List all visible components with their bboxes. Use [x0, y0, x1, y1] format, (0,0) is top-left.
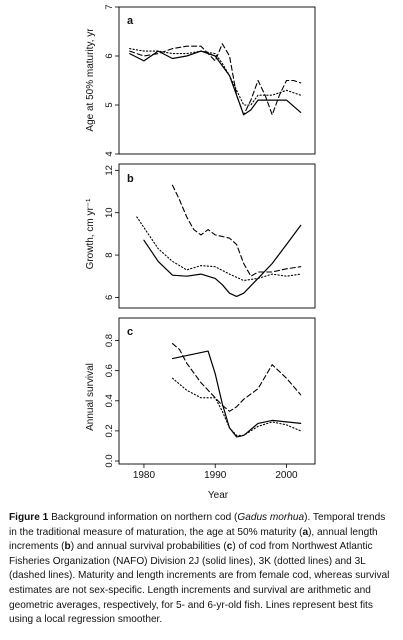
panel-c-ylabel: Annual survival [85, 363, 96, 431]
x-axis-title: Year [208, 490, 229, 500]
axes-layer: 4 5 6 7 6 8 10 12 0.0 0.2 0.4 0.6 0.8 1980 1990 2000 [104, 4, 298, 481]
panel-b-series-2j-solid [143, 224, 302, 297]
caption-ref-c: c [226, 541, 233, 553]
panel-a-ytick-label: 6 [104, 53, 115, 58]
caption-text-5: ) of cod from Northwest Atlantic Fisheri… [9, 541, 390, 626]
panel-c-ytick-label: 0.2 [104, 424, 115, 437]
caption-ref-b: b [64, 541, 71, 553]
panel-c-series-2j-solid [171, 350, 302, 438]
caption-species: Gadus morhua [237, 512, 305, 523]
panel-c-series-3k-dotted [171, 377, 302, 436]
panel-a-series-2j-solid [129, 50, 302, 116]
x-tick-label: 1980 [133, 470, 156, 481]
figure-caption: Figure 1 Background information on north… [9, 511, 395, 628]
caption-text-4: ) and annual survival probabilities ( [70, 541, 227, 553]
panel-a-ytick-label: 4 [104, 151, 115, 156]
panel-a-ytick-label: 7 [104, 4, 115, 9]
panel-a-letter: a [127, 15, 134, 27]
series-layer [129, 43, 302, 438]
panel-b-letter: b [127, 173, 134, 185]
panel-a-frame [118, 6, 316, 155]
panel-a-ylabel: Age at 50% maturity, yr [85, 28, 96, 132]
x-tick-label: 1990 [204, 470, 227, 481]
panel-b-ytick-label: 8 [104, 252, 115, 257]
panel-b-frame [118, 163, 316, 309]
panel-c-ytick-label: 0.6 [104, 364, 115, 377]
panel-c-series-3l-dashed [171, 343, 302, 412]
panel-b-series-3k-dotted [136, 216, 302, 282]
panel-c-frame [118, 317, 316, 465]
panel-c-ytick-label: 0.4 [104, 394, 115, 407]
panel-b-ytick-label: 12 [104, 165, 115, 176]
panel-a-series-3l-dashed [129, 43, 302, 116]
panel-b-ytick-label: 6 [104, 295, 115, 300]
x-tick-label: 2000 [275, 470, 298, 481]
panel-a-series-3k-dotted [129, 48, 302, 106]
panel-a-ytick-label: 5 [104, 102, 115, 107]
figure-panels: a b c Age at 50% maturity, yr Growth, cm… [85, 4, 316, 500]
caption-text-1: Background information on northern cod ( [51, 512, 238, 523]
panel-c-letter: c [127, 326, 133, 338]
caption-label: Figure 1 [9, 512, 49, 523]
panel-b-ylabel: Growth, cm yr⁻¹ [85, 198, 96, 270]
caption-ref-a: a [302, 526, 309, 538]
panel-c-ytick-label: 0.8 [104, 334, 115, 347]
panel-b-series-3l-dashed [171, 184, 302, 277]
panel-c-ytick-label: 0.0 [104, 454, 115, 467]
caption-text-2: ). Temporal trends in the traditional me… [9, 512, 386, 538]
panel-b-ytick-label: 10 [104, 207, 115, 218]
caption-text-3: ), annual length increments ( [9, 526, 378, 553]
